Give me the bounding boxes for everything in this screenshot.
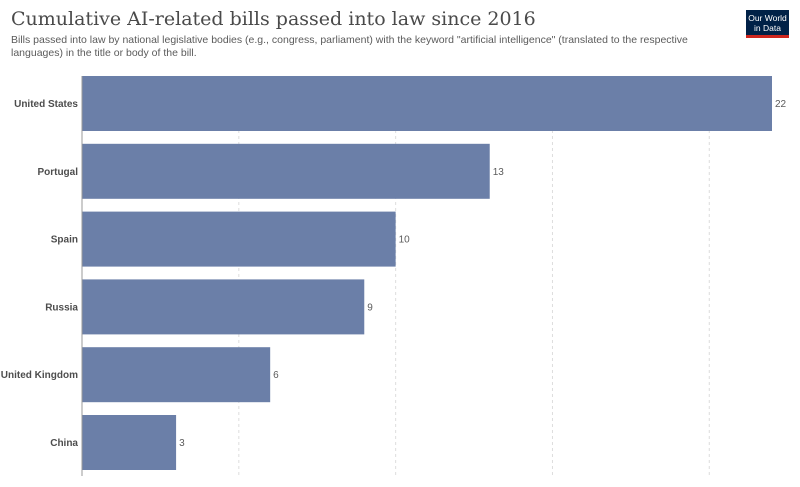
bar-1[interactable] (82, 143, 490, 199)
bar-4[interactable] (82, 347, 271, 403)
bar-3[interactable] (82, 279, 365, 335)
category-label-0: United States (14, 99, 78, 110)
logo-line-2: in Data (754, 22, 781, 33)
value-label-0: 22 (775, 99, 787, 110)
bar-5[interactable] (82, 415, 177, 470)
value-label-4: 6 (273, 370, 279, 381)
category-label-3: Russia (45, 302, 78, 313)
value-label-3: 9 (367, 302, 373, 313)
value-label-1: 13 (493, 167, 505, 178)
bar-0[interactable] (82, 76, 772, 131)
category-label-4: United Kingdom (1, 370, 78, 381)
value-label-5: 3 (179, 438, 185, 449)
category-label-2: Spain (51, 235, 78, 246)
category-label-5: China (50, 438, 78, 449)
bar-2[interactable] (82, 211, 396, 267)
chart-subtitle: Bills passed into law by national legisl… (11, 34, 688, 59)
value-label-2: 10 (399, 235, 411, 246)
logo-line-1: Our World (748, 13, 787, 23)
owid-logo[interactable]: Our World in Data (746, 10, 789, 38)
category-label-1: Portugal (37, 167, 78, 178)
chart-title: Cumulative AI-related bills passed into … (11, 8, 536, 30)
